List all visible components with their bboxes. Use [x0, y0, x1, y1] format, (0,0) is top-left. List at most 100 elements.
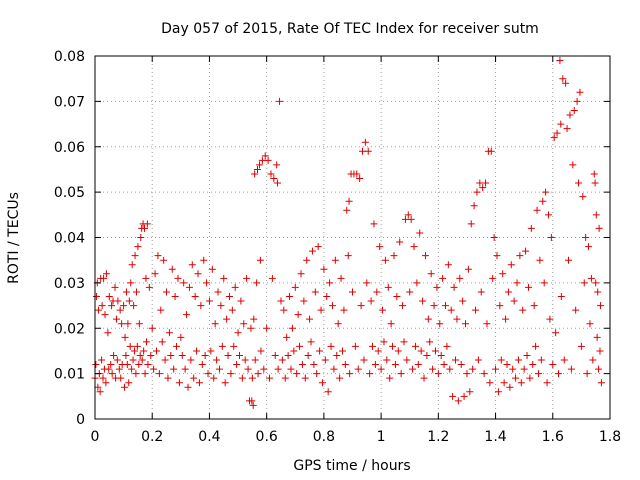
- y-tick-label: 0.03: [54, 276, 85, 292]
- data-point: [135, 361, 143, 369]
- data-point: [235, 351, 243, 359]
- data-point: [595, 224, 603, 232]
- data-point: [472, 306, 480, 314]
- x-tick-label: 0.8: [313, 429, 335, 445]
- data-point: [178, 351, 186, 359]
- y-tick-labels: 0 0.01 0.02 0.03 0.04 0.05 0.06 0.07 0.08: [54, 49, 85, 428]
- data-point: [367, 297, 375, 305]
- data-point: [314, 243, 322, 251]
- x-tick-labels: 0 0.2 0.4 0.6 0.8 1 1.2 1.4 1.6 1.8: [91, 429, 622, 445]
- data-point: [96, 388, 104, 396]
- data-point: [321, 356, 329, 364]
- data-point: [266, 374, 274, 382]
- data-point: [532, 342, 540, 350]
- data-point: [516, 252, 524, 260]
- data-point: [344, 252, 352, 260]
- data-point: [147, 351, 155, 359]
- data-point: [300, 297, 308, 305]
- data-point: [443, 342, 451, 350]
- data-point: [390, 252, 398, 260]
- data-point: [129, 356, 137, 364]
- data-point: [387, 320, 395, 328]
- data-point: [218, 342, 226, 350]
- data-point: [572, 306, 580, 314]
- data-point: [180, 279, 188, 287]
- data-point: [104, 329, 112, 337]
- chart-title: Day 057 of 2015, Rate Of TEC Index for r…: [161, 21, 539, 37]
- data-point: [555, 370, 562, 378]
- data-point: [280, 306, 288, 314]
- data-point: [203, 279, 211, 287]
- data-point: [204, 370, 212, 378]
- data-point: [138, 356, 146, 364]
- data-point: [107, 361, 115, 369]
- data-point: [171, 292, 179, 300]
- data-point: [181, 365, 189, 373]
- data-point: [168, 265, 176, 273]
- y-axis-label: ROTI / TECUs: [6, 192, 22, 284]
- data-point: [105, 292, 113, 300]
- data-point: [592, 279, 600, 287]
- data-point: [102, 379, 110, 387]
- data-point: [108, 302, 116, 310]
- data-point: [454, 397, 462, 405]
- x-tick-label: 1: [377, 429, 386, 445]
- data-point: [234, 329, 242, 337]
- data-point: [278, 356, 286, 364]
- data-point: [115, 365, 123, 373]
- data-point: [167, 351, 175, 359]
- data-point: [562, 79, 570, 87]
- data-point: [424, 315, 432, 323]
- data-point: [131, 252, 139, 260]
- data-point: [413, 279, 421, 287]
- data-point: [117, 374, 125, 382]
- data-point: [188, 261, 196, 269]
- data-point: [351, 342, 359, 350]
- data-point: [462, 320, 470, 328]
- data-point: [539, 197, 547, 205]
- data-point: [490, 234, 498, 241]
- data-point: [313, 370, 321, 378]
- data-point: [153, 347, 161, 355]
- data-point: [552, 329, 560, 337]
- data-point: [205, 297, 213, 305]
- data-point: [529, 361, 537, 369]
- data-point: [506, 383, 514, 391]
- data-point: [354, 365, 362, 373]
- data-point: [559, 75, 567, 83]
- data-point: [286, 292, 294, 300]
- data-point: [429, 365, 437, 373]
- data-point: [569, 161, 577, 169]
- data-point: [183, 311, 191, 319]
- data-point: [417, 347, 425, 355]
- data-point: [334, 320, 342, 328]
- data-point: [311, 288, 319, 296]
- data-point: [324, 388, 332, 396]
- data-point: [381, 256, 389, 264]
- data-point: [264, 156, 272, 164]
- data-point: [207, 347, 215, 355]
- data-point: [276, 97, 284, 105]
- data-point: [414, 361, 422, 369]
- data-point: [590, 170, 598, 178]
- data-point: [563, 125, 571, 133]
- data-point: [522, 247, 530, 255]
- data-point: [416, 229, 424, 237]
- data-point: [110, 351, 118, 359]
- data-point: [228, 306, 236, 314]
- data-point: [231, 283, 239, 291]
- data-point: [356, 175, 364, 183]
- data-point: [331, 256, 339, 264]
- data-point: [489, 274, 497, 282]
- data-point: [260, 365, 268, 373]
- data-point: [142, 274, 150, 282]
- x-tick-label: 0.2: [141, 429, 163, 445]
- data-point: [251, 170, 259, 178]
- data-point: [583, 370, 591, 378]
- data-point: [187, 356, 195, 364]
- data-point: [307, 338, 315, 346]
- data-point: [360, 356, 368, 364]
- data-point: [341, 361, 349, 369]
- data-point: [363, 279, 371, 287]
- data-point: [423, 351, 431, 359]
